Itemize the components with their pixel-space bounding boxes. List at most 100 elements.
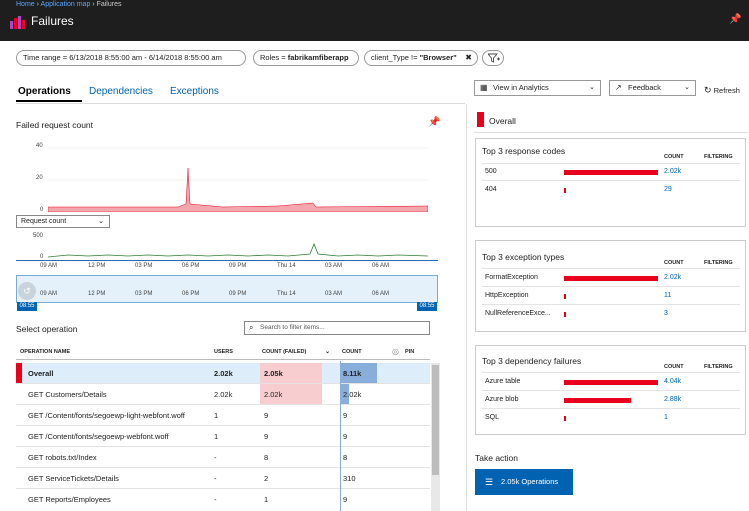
filter-client-type[interactable]: client_Type != "Browser" ✖ — [364, 50, 478, 66]
divider — [482, 304, 740, 305]
op-count: 8.11k — [343, 369, 362, 378]
x-tick-label: 12 PM — [88, 291, 106, 297]
table-row[interactable]: GET /Content/fonts/segoewp-light-webfont… — [16, 405, 430, 426]
chevron-right-icon: › — [36, 1, 41, 8]
pin-column-icon[interactable]: ◎ — [392, 347, 399, 356]
exception-label[interactable]: HttpException — [485, 292, 529, 299]
op-users: - — [214, 474, 217, 483]
table-row-overall[interactable]: Overall 2.02k 2.05k 8.11k — [16, 363, 430, 384]
dependency-label[interactable]: SQL — [485, 414, 500, 421]
filtering-header: FILTERING — [704, 154, 733, 160]
scrollbar-thumb[interactable] — [432, 365, 439, 475]
card-title: Top 3 exception types — [482, 252, 565, 262]
exception-count[interactable]: 2.02k — [664, 274, 682, 281]
view-in-analytics-dropdown[interactable]: ▦ View in Analytics ⌄ — [474, 80, 601, 96]
exception-label[interactable]: FormatException — [485, 274, 538, 281]
table-row[interactable]: GET Reports/Employees - 1 9 — [16, 489, 430, 510]
refresh-button[interactable]: ↻ Refresh — [704, 85, 740, 96]
filter-client-value: "Browser" — [419, 53, 457, 62]
y-tick-label: 20 — [36, 175, 43, 181]
breadcrumb-home[interactable]: Home — [16, 1, 35, 8]
sort-desc-icon[interactable]: ⌄ — [325, 349, 331, 355]
response-code-label[interactable]: 404 — [485, 186, 497, 193]
x-tick-label: 06 AM — [372, 263, 390, 269]
operation-search-input[interactable]: ⌕ Search to filter items... — [244, 321, 430, 335]
col-operation-name[interactable]: OPERATION NAME — [20, 349, 71, 355]
response-code-label[interactable]: 500 — [485, 168, 497, 175]
table-row[interactable]: GET ServiceTickets/Details - 2 310 — [16, 468, 430, 489]
time-brush-range[interactable] — [16, 275, 438, 303]
count-bar — [340, 363, 377, 383]
reset-zoom-icon[interactable]: ↺ — [18, 282, 36, 300]
table-header-divider — [16, 359, 430, 360]
breadcrumb-application-map[interactable]: Application map — [40, 1, 91, 8]
feedback-dropdown[interactable]: ↗ Feedback ⌄ — [609, 80, 696, 96]
dependency-count[interactable]: 2.88k — [664, 396, 682, 403]
filter-roles-key: Roles = — [260, 53, 288, 62]
filtering-header: FILTERING — [704, 364, 733, 370]
failed-count-bar — [260, 384, 322, 404]
response-code-count[interactable]: 2.02k — [664, 168, 682, 175]
col-users[interactable]: USERS — [214, 349, 233, 355]
card-title: Top 3 response codes — [482, 146, 566, 156]
request-count-line — [48, 242, 428, 258]
mini-y-tick-label: 0 — [40, 254, 44, 260]
op-name: GET Customers/Details — [28, 390, 107, 399]
chevron-down-icon: ⌄ — [98, 218, 104, 225]
add-filter-button[interactable] — [482, 50, 504, 66]
x-tick-label: 09 AM — [40, 291, 58, 297]
col-count-failed[interactable]: COUNT (FAILED) — [262, 349, 307, 355]
pin-icon[interactable]: 📌 — [729, 14, 742, 25]
op-count: 2.02k — [343, 390, 362, 399]
op-failed: 1 — [264, 495, 269, 504]
exception-count[interactable]: 3 — [664, 310, 668, 317]
response-codes-card: Top 3 response codes COUNT FILTERING 500… — [475, 138, 746, 227]
chevron-down-icon: ⌄ — [684, 84, 690, 91]
range-end-handle[interactable]: 08:55 — [417, 302, 437, 311]
filtering-header: FILTERING — [704, 260, 733, 266]
mini-y-tick-label: 500 — [33, 233, 44, 239]
response-code-count[interactable]: 29 — [664, 186, 672, 193]
tab-exceptions[interactable]: Exceptions — [170, 86, 219, 97]
filter-time-range[interactable]: Time range = 6/13/2018 8:55:00 am - 6/14… — [16, 50, 246, 66]
range-top-line — [16, 260, 438, 261]
take-action-title: Take action — [475, 453, 518, 463]
table-row[interactable]: GET robots.txt/Index - 8 8 — [16, 447, 430, 468]
app-insights-logo-icon — [10, 16, 25, 29]
exception-bar — [564, 312, 566, 317]
x-tick-label: Thu 14 — [277, 263, 296, 269]
table-row[interactable]: GET /Content/fonts/segoewp-webfont.woff … — [16, 426, 430, 447]
op-users: - — [214, 453, 217, 462]
range-start-handle[interactable]: 08:55 — [17, 302, 37, 311]
table-row[interactable]: GET Customers/Details 2.02k 2.02k 2.02k — [16, 384, 430, 405]
overall-marker — [477, 112, 484, 127]
top-header: Home › Application map › Failures Failur… — [0, 0, 749, 41]
failed-request-chart — [48, 147, 428, 212]
exception-count[interactable]: 11 — [664, 292, 672, 299]
filter-roles[interactable]: Roles = fabrikamfiberapp — [253, 50, 359, 66]
y-tick-label: 40 — [36, 143, 43, 149]
tab-operations[interactable]: Operations — [18, 86, 71, 97]
dependency-count[interactable]: 1 — [664, 414, 668, 421]
x-tick-label: 06 PM — [182, 291, 200, 297]
dependency-count[interactable]: 4.04k — [664, 378, 682, 385]
chevron-right-icon: › — [92, 1, 97, 8]
tab-dependencies[interactable]: Dependencies — [89, 86, 153, 97]
count-column-guide — [340, 361, 341, 511]
col-count[interactable]: COUNT — [342, 349, 362, 355]
op-count: 9 — [343, 495, 348, 504]
operations-action-button[interactable]: ☰ 2.05k Operations — [475, 469, 573, 495]
metric-select[interactable]: Request count ⌄ — [16, 215, 110, 228]
x-tick-label: 03 PM — [135, 263, 153, 269]
active-tab-indicator — [16, 100, 82, 102]
dependency-label[interactable]: Azure blob — [485, 396, 519, 403]
count-header: COUNT — [664, 364, 684, 370]
pin-chart-icon[interactable]: 📌 — [428, 117, 441, 128]
op-failed: 2.02k — [264, 390, 283, 399]
close-icon[interactable]: ✖ — [465, 53, 472, 62]
divider — [474, 132, 748, 133]
dependency-label[interactable]: Azure table — [485, 378, 521, 385]
table-scrollbar[interactable] — [431, 363, 440, 511]
op-name: GET /Content/fonts/segoewp-light-webfont… — [28, 411, 185, 420]
exception-label[interactable]: NullReferenceExce... — [485, 310, 551, 317]
